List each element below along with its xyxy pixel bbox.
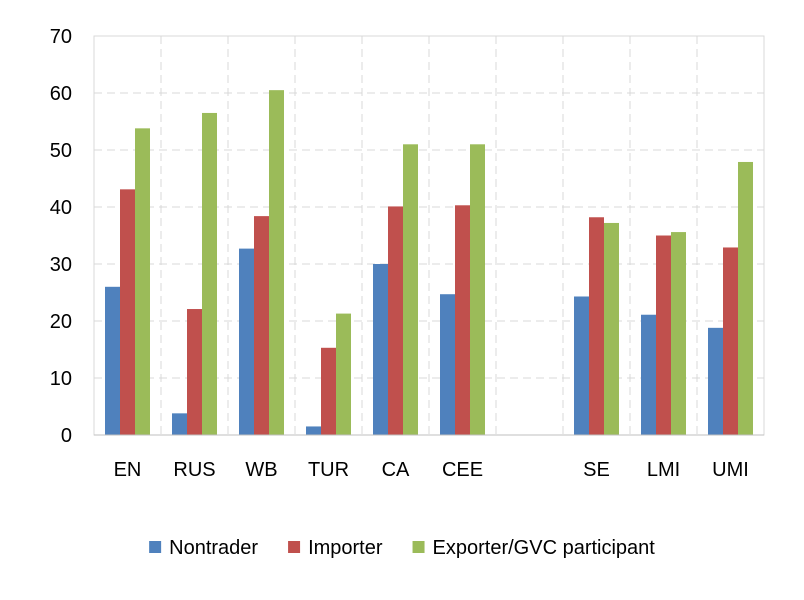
legend-swatch-nontrader xyxy=(149,541,162,553)
bar-en-nontrader xyxy=(105,286,120,435)
bar-lmi-exporter-gvc-participant xyxy=(671,232,686,435)
x-tick-label: TUR xyxy=(308,459,349,481)
bar-en-exporter-gvc-participant xyxy=(135,128,150,435)
legend-label: Importer xyxy=(308,537,383,559)
bar-se-exporter-gvc-participant xyxy=(604,222,619,435)
bar-tur-nontrader xyxy=(306,426,321,435)
y-axis-tick-labels: 0 10 20 30 40 50 60 70 xyxy=(50,26,72,447)
x-tick-label: RUS xyxy=(173,459,215,481)
x-tick-label: UMI xyxy=(712,459,749,481)
bar-se-nontrader xyxy=(574,296,589,435)
bar-wb-importer xyxy=(254,216,269,435)
bar-umi-importer xyxy=(723,247,738,435)
x-tick-label: CEE xyxy=(442,459,483,481)
legend-label: Nontrader xyxy=(169,537,258,559)
x-tick-label: CA xyxy=(382,459,410,481)
x-tick-label: EN xyxy=(114,459,142,481)
bar-ca-nontrader xyxy=(373,264,388,435)
legend-swatch-exporter-gvc-participant xyxy=(412,541,425,553)
bar-wb-nontrader xyxy=(239,248,254,435)
bar-cee-exporter-gvc-participant xyxy=(470,144,485,436)
y-tick-label: 20 xyxy=(50,311,72,333)
bar-tur-exporter-gvc-participant xyxy=(336,313,351,435)
bar-rus-nontrader xyxy=(172,413,187,435)
bar-cee-importer xyxy=(455,205,470,435)
bar-rus-exporter-gvc-participant xyxy=(202,112,217,435)
bar-cee-nontrader xyxy=(440,294,455,435)
y-tick-label: 30 xyxy=(50,254,72,276)
bar-lmi-nontrader xyxy=(641,314,656,435)
bar-lmi-importer xyxy=(656,235,671,435)
legend: Nontrader Importer Exporter/GVC participan… xyxy=(149,537,655,559)
bar-umi-exporter-gvc-participant xyxy=(738,161,753,435)
legend-swatch-importer xyxy=(288,541,301,553)
x-tick-label: WB xyxy=(245,459,277,481)
y-tick-label: 0 xyxy=(61,425,72,447)
y-tick-label: 50 xyxy=(50,140,72,162)
bar-rus-importer xyxy=(187,309,202,435)
bar-umi-nontrader xyxy=(708,327,723,435)
x-tick-label: LMI xyxy=(647,459,680,481)
bars xyxy=(105,90,753,436)
bar-en-importer xyxy=(120,189,135,435)
legend-label: Exporter/GVC participant xyxy=(433,537,656,559)
x-axis-tick-labels: EN RUS WB TUR CA CEE SE LMI UMI xyxy=(114,459,749,481)
bar-ca-importer xyxy=(388,206,403,435)
bar-wb-exporter-gvc-participant xyxy=(269,90,284,436)
x-tick-label: SE xyxy=(583,459,610,481)
bar-ca-exporter-gvc-participant xyxy=(403,144,418,436)
y-tick-label: 40 xyxy=(50,197,72,219)
y-tick-label: 70 xyxy=(50,26,72,48)
y-tick-label: 60 xyxy=(50,83,72,105)
bar-tur-importer xyxy=(321,347,336,435)
bar-se-importer xyxy=(589,217,604,435)
y-tick-label: 10 xyxy=(50,368,72,390)
